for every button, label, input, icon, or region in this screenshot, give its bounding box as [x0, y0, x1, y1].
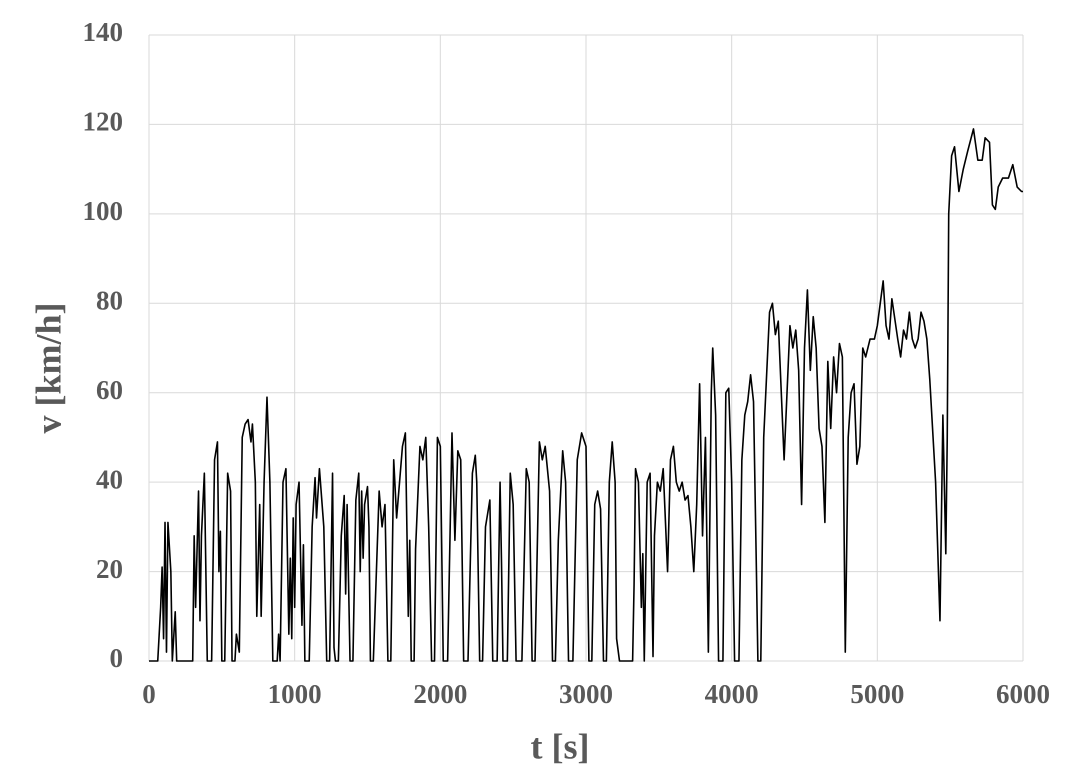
x-tick-label: 1000: [268, 679, 322, 709]
data-line: [149, 128, 1023, 662]
x-tick-label: 5000: [850, 679, 904, 709]
x-tick-label: 0: [142, 679, 156, 709]
x-tick-label: 6000: [996, 679, 1050, 709]
x-axis-label: t [s]: [531, 726, 590, 766]
y-tick-label: 140: [83, 17, 124, 47]
x-tick-label: 4000: [705, 679, 759, 709]
y-tick-label: 20: [96, 554, 123, 584]
x-tick-label: 2000: [413, 679, 467, 709]
x-tick-label: 3000: [559, 679, 613, 709]
y-tick-label: 40: [96, 464, 123, 494]
y-tick-label: 80: [96, 285, 123, 315]
y-tick-label: 0: [110, 643, 124, 673]
y-tick-label: 60: [96, 375, 123, 405]
y-tick-label: 120: [83, 107, 124, 137]
y-axis-label: v [km/h]: [28, 302, 68, 433]
y-tick-label: 100: [83, 196, 124, 226]
